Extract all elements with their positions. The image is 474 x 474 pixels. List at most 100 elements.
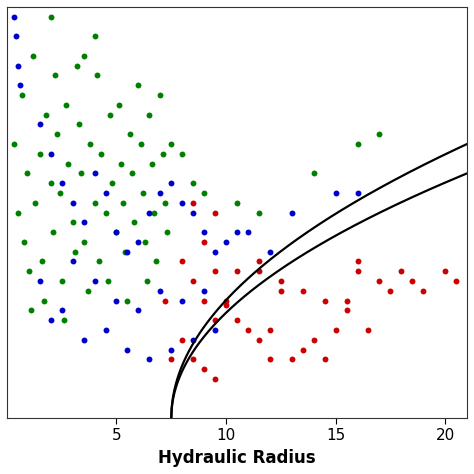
Point [178,336,186,344]
Point [102,209,109,216]
Point [201,238,208,246]
Point [266,356,273,363]
Point [343,297,350,304]
Point [128,170,136,177]
Point [16,82,24,89]
Point [255,267,263,275]
Point [146,111,153,118]
Point [167,356,175,363]
Point [80,219,87,226]
Point [201,189,208,197]
Point [23,170,30,177]
Point [69,258,76,265]
Point [233,228,241,236]
Point [91,199,99,207]
Point [288,356,296,363]
Point [354,258,361,265]
Point [27,307,35,314]
Point [332,326,339,334]
Point [121,248,129,255]
Point [25,267,33,275]
Point [211,248,219,255]
Point [161,199,168,207]
Point [115,101,122,109]
Point [14,62,22,70]
Point [29,52,37,60]
Point [135,307,142,314]
Point [14,209,22,216]
Point [95,258,103,265]
Point [106,111,114,118]
Point [201,365,208,373]
Point [441,267,449,275]
Point [211,326,219,334]
Point [146,356,153,363]
Point [143,277,151,285]
Point [190,356,197,363]
Point [167,179,175,187]
Point [137,140,145,148]
Point [321,297,328,304]
Point [135,238,142,246]
Point [178,150,186,157]
Point [47,150,55,157]
Point [222,301,230,308]
Point [47,13,55,20]
Point [266,248,273,255]
Point [124,297,131,304]
Point [178,297,186,304]
Point [163,228,171,236]
Point [167,140,175,148]
Point [60,317,68,324]
Point [288,209,296,216]
Point [161,297,168,304]
Point [452,277,460,285]
Point [73,62,81,70]
Point [40,297,48,304]
Point [109,179,116,187]
Point [84,287,92,295]
Point [277,287,284,295]
Point [75,120,83,128]
Point [113,228,120,236]
Point [178,199,186,207]
Point [10,140,18,148]
Point [178,258,186,265]
Point [233,199,241,207]
Point [119,199,127,207]
Point [80,336,87,344]
Point [148,160,155,167]
Point [117,160,125,167]
Point [387,287,394,295]
Point [32,199,39,207]
Point [354,140,361,148]
Point [190,199,197,207]
Point [130,219,138,226]
Point [135,82,142,89]
Point [47,179,55,187]
Point [310,336,318,344]
Point [97,150,105,157]
Point [190,179,197,187]
Point [58,277,65,285]
Point [43,111,50,118]
Point [409,277,416,285]
X-axis label: Hydraulic Radius: Hydraulic Radius [158,449,316,467]
Point [354,267,361,275]
Point [36,120,44,128]
Point [211,209,219,216]
Point [152,258,160,265]
Point [139,189,146,197]
Point [190,209,197,216]
Point [365,326,372,334]
Point [233,267,241,275]
Point [201,297,208,304]
Point [18,91,26,99]
Point [86,140,94,148]
Point [255,258,263,265]
Point [398,267,405,275]
Point [91,277,99,285]
Point [244,326,252,334]
Point [255,336,263,344]
Point [211,375,219,383]
